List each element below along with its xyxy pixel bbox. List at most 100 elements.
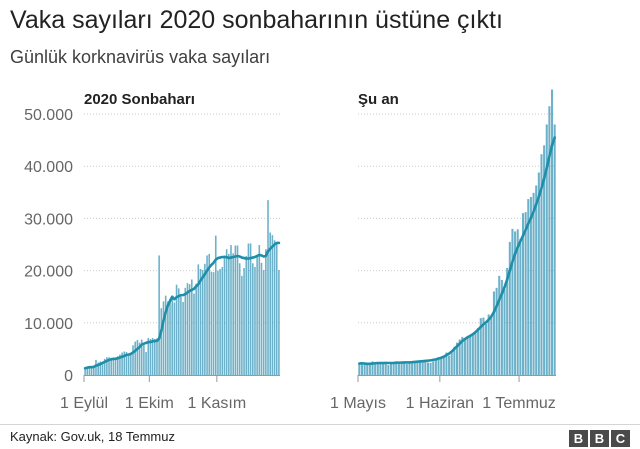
bar bbox=[471, 334, 474, 375]
bar bbox=[136, 340, 139, 375]
bar bbox=[132, 345, 134, 375]
bar bbox=[419, 360, 422, 375]
bar bbox=[134, 341, 136, 375]
bar bbox=[379, 363, 382, 375]
bar bbox=[93, 365, 95, 375]
bar bbox=[251, 263, 254, 375]
bar bbox=[405, 364, 408, 375]
bar bbox=[103, 358, 106, 375]
bar bbox=[191, 279, 193, 375]
bar bbox=[392, 362, 395, 375]
bar bbox=[182, 301, 184, 375]
bar bbox=[267, 200, 269, 375]
bar bbox=[434, 359, 437, 375]
bar bbox=[551, 89, 554, 375]
bar bbox=[440, 358, 443, 375]
bar bbox=[540, 154, 543, 375]
bar bbox=[156, 338, 158, 375]
bar bbox=[232, 253, 234, 375]
bar bbox=[241, 275, 243, 375]
rolling-average-line bbox=[83, 241, 281, 370]
bar bbox=[529, 197, 532, 375]
bar bbox=[140, 339, 143, 375]
x-tick-label: 1 Mayıs bbox=[330, 395, 386, 412]
bar bbox=[416, 361, 419, 375]
bar bbox=[479, 318, 482, 375]
bar bbox=[236, 245, 239, 375]
bar bbox=[543, 145, 546, 375]
bar bbox=[429, 362, 432, 375]
bar bbox=[110, 357, 113, 375]
bar bbox=[86, 366, 89, 375]
bar bbox=[245, 255, 248, 375]
bar bbox=[204, 263, 206, 375]
bar bbox=[487, 314, 490, 375]
bar bbox=[228, 253, 230, 375]
y-tick-label: 0 bbox=[64, 368, 73, 385]
bar bbox=[448, 355, 451, 375]
bar bbox=[197, 264, 200, 375]
bar bbox=[219, 269, 221, 375]
bar bbox=[164, 295, 167, 375]
bar bbox=[145, 352, 147, 375]
x-tick-label: 1 Kasım bbox=[188, 395, 247, 412]
bar bbox=[158, 255, 160, 375]
bbc-logo: B B C bbox=[569, 430, 630, 447]
bar bbox=[535, 185, 538, 375]
y-tick-label: 10.000 bbox=[24, 316, 73, 333]
bar bbox=[485, 323, 488, 375]
bar bbox=[382, 362, 385, 375]
bar bbox=[492, 291, 495, 375]
bar bbox=[223, 255, 226, 375]
bar bbox=[368, 364, 371, 375]
bar bbox=[171, 296, 173, 375]
bar bbox=[173, 302, 176, 375]
bar bbox=[498, 275, 501, 375]
bar bbox=[450, 352, 453, 375]
bar bbox=[474, 332, 477, 375]
bar bbox=[90, 367, 93, 375]
bar bbox=[175, 284, 178, 375]
bar bbox=[149, 338, 152, 375]
chart-area: 0 10.000 20.000 30.000 40.000 50.000 1 Eylül 1 … bbox=[24, 89, 556, 412]
bar bbox=[256, 255, 258, 375]
bar bbox=[95, 359, 97, 375]
bar bbox=[247, 243, 250, 375]
bar bbox=[258, 245, 261, 375]
bar bbox=[214, 235, 217, 375]
x-tick-label: 1 Haziran bbox=[406, 395, 474, 412]
bar bbox=[160, 308, 163, 375]
bar bbox=[119, 354, 121, 375]
bar bbox=[453, 346, 456, 375]
bar bbox=[106, 357, 108, 375]
bar bbox=[162, 301, 165, 375]
bar bbox=[125, 352, 128, 375]
bar bbox=[482, 317, 485, 375]
bar bbox=[403, 361, 406, 375]
bar bbox=[469, 335, 472, 375]
bar bbox=[212, 272, 215, 375]
bar bbox=[265, 249, 267, 375]
bar bbox=[195, 283, 197, 375]
bar bbox=[408, 362, 411, 375]
bar bbox=[262, 270, 265, 375]
bar bbox=[389, 363, 393, 375]
bar bbox=[260, 262, 263, 375]
bar bbox=[243, 267, 245, 375]
bbc-logo-letter: B bbox=[590, 430, 609, 447]
bar bbox=[426, 362, 429, 375]
bar bbox=[384, 362, 387, 375]
bar bbox=[495, 287, 498, 375]
y-tick-label: 30.000 bbox=[24, 211, 73, 228]
bar bbox=[123, 351, 126, 375]
chart-subtitle: Günlük korknavirüs vaka sayıları bbox=[10, 47, 271, 67]
bar bbox=[545, 124, 548, 375]
bar bbox=[376, 362, 379, 375]
bar bbox=[521, 213, 525, 375]
bar bbox=[514, 231, 517, 375]
bar bbox=[466, 335, 469, 375]
bar bbox=[101, 361, 104, 375]
bar bbox=[411, 362, 414, 375]
bar bbox=[208, 253, 211, 375]
bar bbox=[463, 338, 466, 375]
